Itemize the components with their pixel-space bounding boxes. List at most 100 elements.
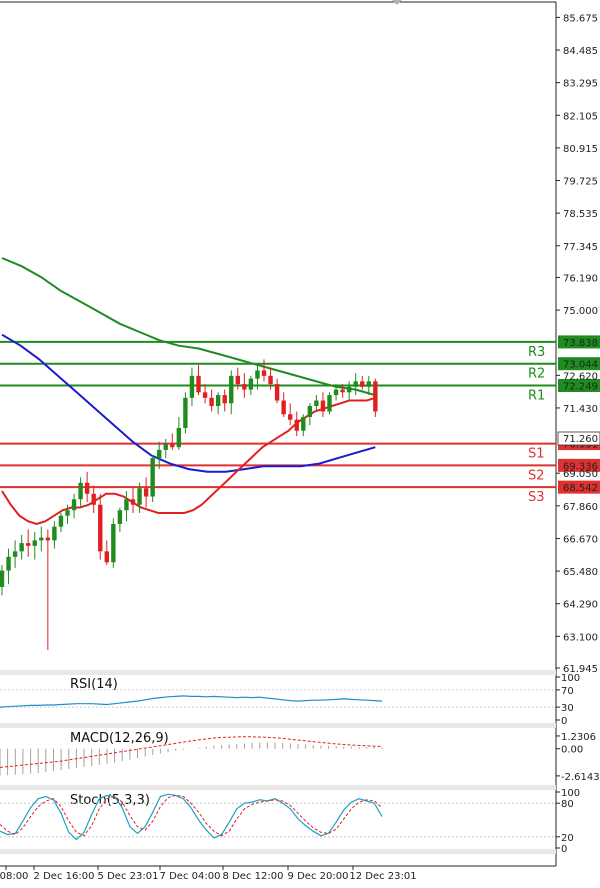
candle-body xyxy=(32,540,37,546)
price-tick-label: 76.190 xyxy=(563,273,598,284)
price-tick-label: 78.535 xyxy=(563,209,598,220)
scroll-marker-icon[interactable] xyxy=(392,0,402,5)
candle-body xyxy=(84,482,90,494)
level-value-r2: 73.044 xyxy=(563,360,598,371)
candle-body xyxy=(143,488,149,497)
level-box-r2 xyxy=(558,357,600,371)
candle-body xyxy=(209,397,214,407)
candle-body xyxy=(340,389,345,393)
candle-body xyxy=(26,543,31,546)
current-price-box xyxy=(557,431,600,446)
price-tick-label: 71.430 xyxy=(563,404,598,415)
candle-body xyxy=(242,384,247,390)
candle-body xyxy=(274,384,280,401)
x-tick-label: 8 Dec 12:00 xyxy=(223,871,284,882)
stoch-tick-label: 100 xyxy=(561,788,580,799)
candle-body xyxy=(45,537,51,541)
price-tick-label: 69.050 xyxy=(563,469,598,480)
price-tick-label: 65.480 xyxy=(563,567,598,578)
candle-body xyxy=(98,504,103,552)
x-tick-label: 9 Dec 20:00 xyxy=(288,871,349,882)
macd-tick-label: 1.2306 xyxy=(561,732,596,743)
candle-body xyxy=(314,400,319,407)
level-name-s1: S1 xyxy=(528,447,545,462)
candle-body xyxy=(58,515,64,527)
candle-body xyxy=(71,499,77,511)
candle-body xyxy=(19,543,24,552)
candle-body xyxy=(91,493,96,505)
price-tick-label: 80.915 xyxy=(563,144,598,155)
level-value-s2: 69.336 xyxy=(563,461,598,472)
candle-body xyxy=(150,458,155,497)
rsi-tick-label: 100 xyxy=(561,673,580,684)
stoch-tick-label: 0 xyxy=(561,844,567,855)
panel-separator xyxy=(0,723,556,728)
level-name-s2: S2 xyxy=(528,468,545,483)
x-tick-label: 2 Dec 16:00 xyxy=(34,871,95,882)
ma-blue-line xyxy=(1,333,376,473)
candle-body xyxy=(78,482,83,500)
price-tick-label: 66.670 xyxy=(563,534,598,545)
candle-body xyxy=(353,381,358,387)
price-tick-label: 67.860 xyxy=(563,502,598,513)
candle-body xyxy=(255,370,260,379)
candle-body xyxy=(12,551,18,557)
price-tick-label: 84.485 xyxy=(563,46,598,57)
level-value-s3: 68.542 xyxy=(563,483,598,494)
macd-title: MACD(12,26,9) xyxy=(70,731,169,746)
candle-body xyxy=(373,381,378,412)
x-tick-label: 7 Dec 04:00 xyxy=(160,871,221,882)
level-value-r3: 73.838 xyxy=(563,338,598,349)
candle-body xyxy=(202,392,208,398)
candle-body xyxy=(366,381,371,387)
level-box-s3 xyxy=(558,480,600,494)
candle-body xyxy=(39,537,44,541)
candle-body xyxy=(176,427,182,448)
price-tick-label: 72.620 xyxy=(563,371,598,382)
candle-body xyxy=(163,444,168,450)
candle-body xyxy=(170,444,175,448)
candle-body xyxy=(229,375,234,404)
x-tick-label: 12 Dec 23:01 xyxy=(349,871,416,882)
candle-body xyxy=(215,395,221,407)
candle-body xyxy=(268,375,273,385)
macd-tick-label: 0.00 xyxy=(561,745,583,756)
level-name-s3: S3 xyxy=(528,490,545,505)
rsi-title: RSI(14) xyxy=(70,677,118,692)
candle-body xyxy=(124,499,129,511)
panel-separator xyxy=(0,785,556,790)
price-tick-label: 77.345 xyxy=(563,242,598,253)
candle-body xyxy=(111,523,116,563)
price-tick-label: 85.675 xyxy=(563,13,598,24)
candle-body xyxy=(327,395,332,412)
panel-separator xyxy=(0,849,556,854)
stoch-d-line xyxy=(0,794,383,837)
candle-body xyxy=(320,400,326,412)
candle-body xyxy=(117,510,123,524)
candle-body xyxy=(261,370,267,376)
candle-body xyxy=(281,400,286,415)
level-value-r1: 72.249 xyxy=(563,381,598,392)
candle-body xyxy=(196,375,201,393)
candle-body xyxy=(294,419,299,431)
candle-body xyxy=(222,395,227,404)
candle-body xyxy=(346,386,352,393)
price-tick-label: 63.100 xyxy=(563,632,598,643)
candle-body xyxy=(360,381,365,387)
rsi-line xyxy=(0,695,383,708)
ma-red-line xyxy=(1,396,376,525)
candle-body xyxy=(333,389,339,396)
rsi-tick-label: 0 xyxy=(561,716,567,727)
price-tick-label: 64.290 xyxy=(563,600,598,611)
candle-body xyxy=(307,406,313,417)
candle-body xyxy=(235,375,240,385)
candle-body xyxy=(130,499,136,505)
candle-body xyxy=(189,375,195,398)
level-name-r3: R3 xyxy=(528,345,545,360)
level-box-s2 xyxy=(558,458,600,472)
price-tick-label: 75.000 xyxy=(563,306,598,317)
panel-separator xyxy=(0,670,556,675)
level-box-r3 xyxy=(558,335,600,349)
stoch-tick-label: 80 xyxy=(561,799,574,810)
candle-body xyxy=(52,526,57,541)
